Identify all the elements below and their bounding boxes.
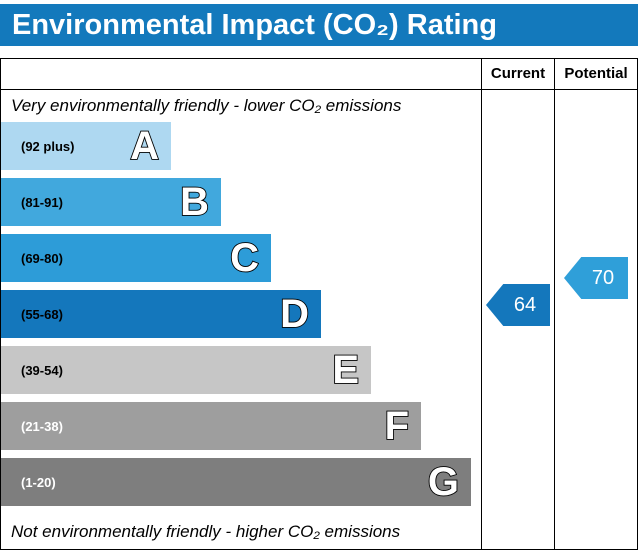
band-range-label: (55-68) <box>21 306 63 322</box>
band-range-label: (39-54) <box>21 362 63 378</box>
epc-rating-chart: Current Potential Very environmentally f… <box>0 58 638 550</box>
current-column: 64 <box>481 90 554 549</box>
page-title: Environmental Impact (CO₂) Rating <box>0 4 638 46</box>
band-row-E: (39-54) E <box>1 346 481 402</box>
header-spacer <box>1 59 481 89</box>
rating-bands: (92 plus) A (81-91) B (69-80) C (55-68) D (39-54… <box>1 122 481 514</box>
band-row-B: (81-91) B <box>1 178 481 234</box>
rating-scale-column: Very environmentally friendly - lower CO… <box>1 90 481 549</box>
band-letter: C <box>229 235 260 281</box>
band-letter: E <box>331 347 359 393</box>
potential-column: 70 <box>554 90 637 549</box>
band-range-label: (92 plus) <box>21 138 75 154</box>
band-row-C: (69-80) C <box>1 234 481 290</box>
band-range-label: (1-20) <box>21 474 56 490</box>
column-header-row: Current Potential <box>1 59 637 90</box>
chart-body: Very environmentally friendly - lower CO… <box>1 90 637 549</box>
band-range-label: (81-91) <box>21 194 63 210</box>
current-column-header: Current <box>481 59 554 89</box>
bottom-note: Not environmentally friendly - higher CO… <box>11 522 401 541</box>
potential-column-header: Potential <box>554 59 637 89</box>
band-bar-F: (21-38) F <box>1 402 421 450</box>
band-letter: D <box>279 291 310 337</box>
band-letter: B <box>179 179 210 225</box>
current-rating-arrow-value: 64 <box>513 293 537 316</box>
band-bar-E: (39-54) E <box>1 346 371 394</box>
top-note: Very environmentally friendly - lower CO… <box>11 96 402 115</box>
band-letter: F <box>384 403 410 449</box>
band-bar-B: (81-91) B <box>1 178 221 226</box>
band-row-F: (21-38) F <box>1 402 481 458</box>
band-letter: A <box>129 123 160 169</box>
band-row-G: (1-20) G <box>1 458 481 514</box>
band-range-label: (21-38) <box>21 418 63 434</box>
potential-rating-arrow-value: 70 <box>591 266 615 289</box>
current-rating-arrow: 64 <box>486 284 550 326</box>
band-bar-C: (69-80) C <box>1 234 271 282</box>
band-range-label: (69-80) <box>21 250 63 266</box>
band-bar-G: (1-20) G <box>1 458 471 506</box>
band-bar-D: (55-68) D <box>1 290 321 338</box>
potential-rating-arrow: 70 <box>564 257 628 299</box>
band-row-D: (55-68) D <box>1 290 481 346</box>
band-bar-A: (92 plus) A <box>1 122 171 170</box>
band-row-A: (92 plus) A <box>1 122 481 178</box>
band-letter: G <box>427 459 460 505</box>
